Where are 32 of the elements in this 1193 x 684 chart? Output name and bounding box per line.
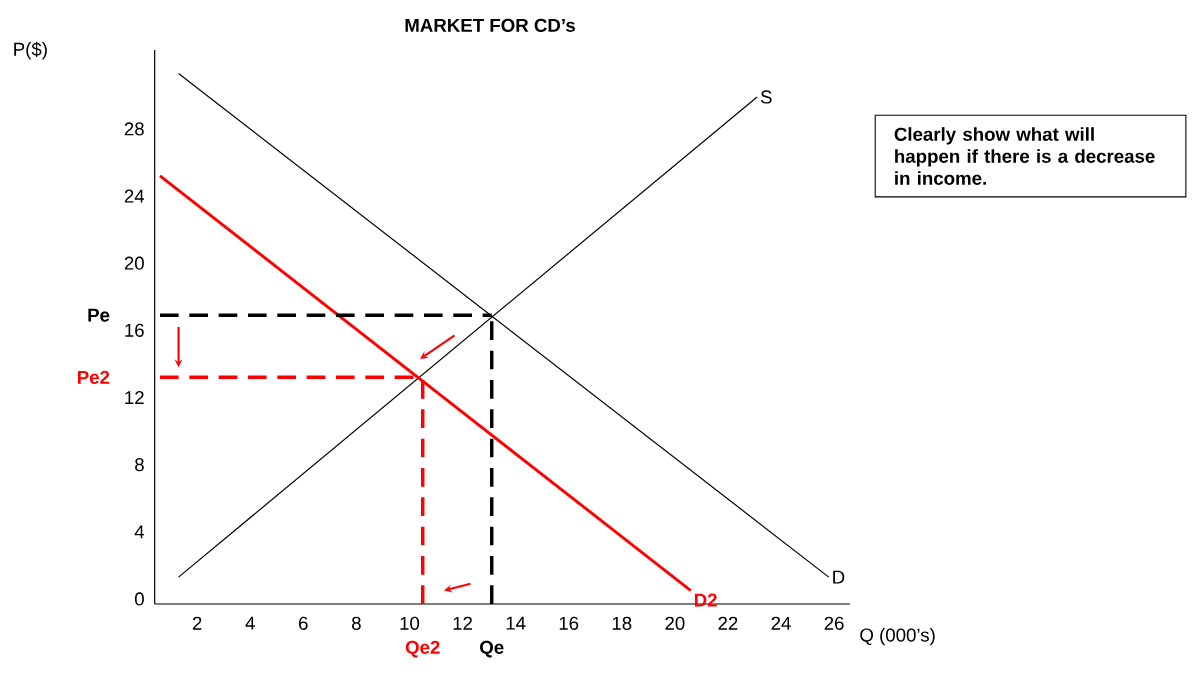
chart-title: MARKET FOR CD’s	[405, 18, 575, 32]
y-tick-label: 12	[125, 390, 144, 405]
text: Clearly show what will happen if there is a decrease in income.	[894, 127, 1155, 185]
x-tick-label: 20	[665, 616, 685, 630]
y-tick-label: 28	[124, 122, 144, 136]
x-tick-label: 16	[559, 616, 579, 630]
x-tick-label: 22	[718, 616, 738, 630]
series-label: D2	[694, 593, 717, 607]
x-axis-title: Q (000’s)	[860, 627, 935, 646]
y-tick-label: 0	[134, 592, 144, 606]
x-tick-label: 6	[299, 616, 308, 630]
x-tick-label: 14	[506, 616, 526, 630]
y-axis-title: P($)	[14, 41, 47, 60]
series-label: D	[833, 570, 845, 584]
x-tick-label: 8	[352, 616, 361, 630]
x-tick-label: 2	[192, 616, 202, 630]
x-tick-label: 18	[612, 616, 632, 630]
y-tick-label: 24	[124, 189, 145, 203]
y-tick-label: 16	[125, 323, 144, 337]
x-tick-label: 10	[400, 616, 420, 630]
ref-line-label: Pe	[88, 308, 110, 322]
y-tick-label: 4	[134, 525, 145, 539]
series-label: S	[760, 90, 772, 104]
ref-line-label: Qe	[480, 640, 504, 658]
ref-line-label: Qe2	[405, 640, 440, 658]
x-tick-label: 4	[245, 616, 255, 630]
y-tick-label: 8	[135, 458, 144, 472]
x-tick-label: 24	[771, 616, 791, 630]
x-tick-label: 26	[824, 616, 844, 630]
ref-line-label: Pe2	[78, 370, 110, 384]
x-tick-label: 12	[453, 616, 472, 630]
y-tick-label: 20	[124, 256, 144, 270]
